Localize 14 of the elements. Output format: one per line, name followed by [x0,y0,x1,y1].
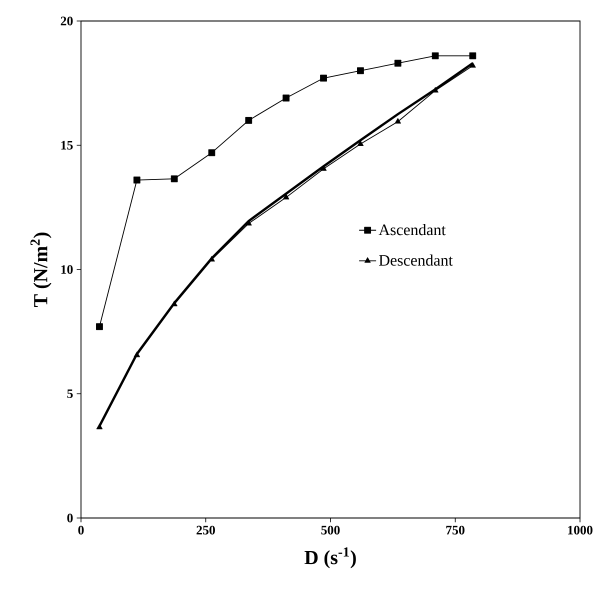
y-tick-label: 20 [60,16,73,26]
y-tick-label: 10 [61,265,73,274]
y-axis-title: T (N/m$^{2}$) [30,232,52,307]
y-tick-label: 15 [61,140,73,150]
x-tick-label: 1000 [568,526,592,535]
x-axis-title: D (s$^{-1}$) [304,547,356,568]
legend-label: Descendant [378,254,453,266]
y-tick-label: 0 [67,514,73,522]
x-tick-label: 500 [321,526,340,535]
x-tick-label: 750 [446,526,464,535]
y-tick-label: 5 [67,389,73,398]
x-tick-label: 0 [78,526,84,535]
legend-label: Ascendant [378,224,446,236]
x-tick-label: 250 [196,526,215,535]
